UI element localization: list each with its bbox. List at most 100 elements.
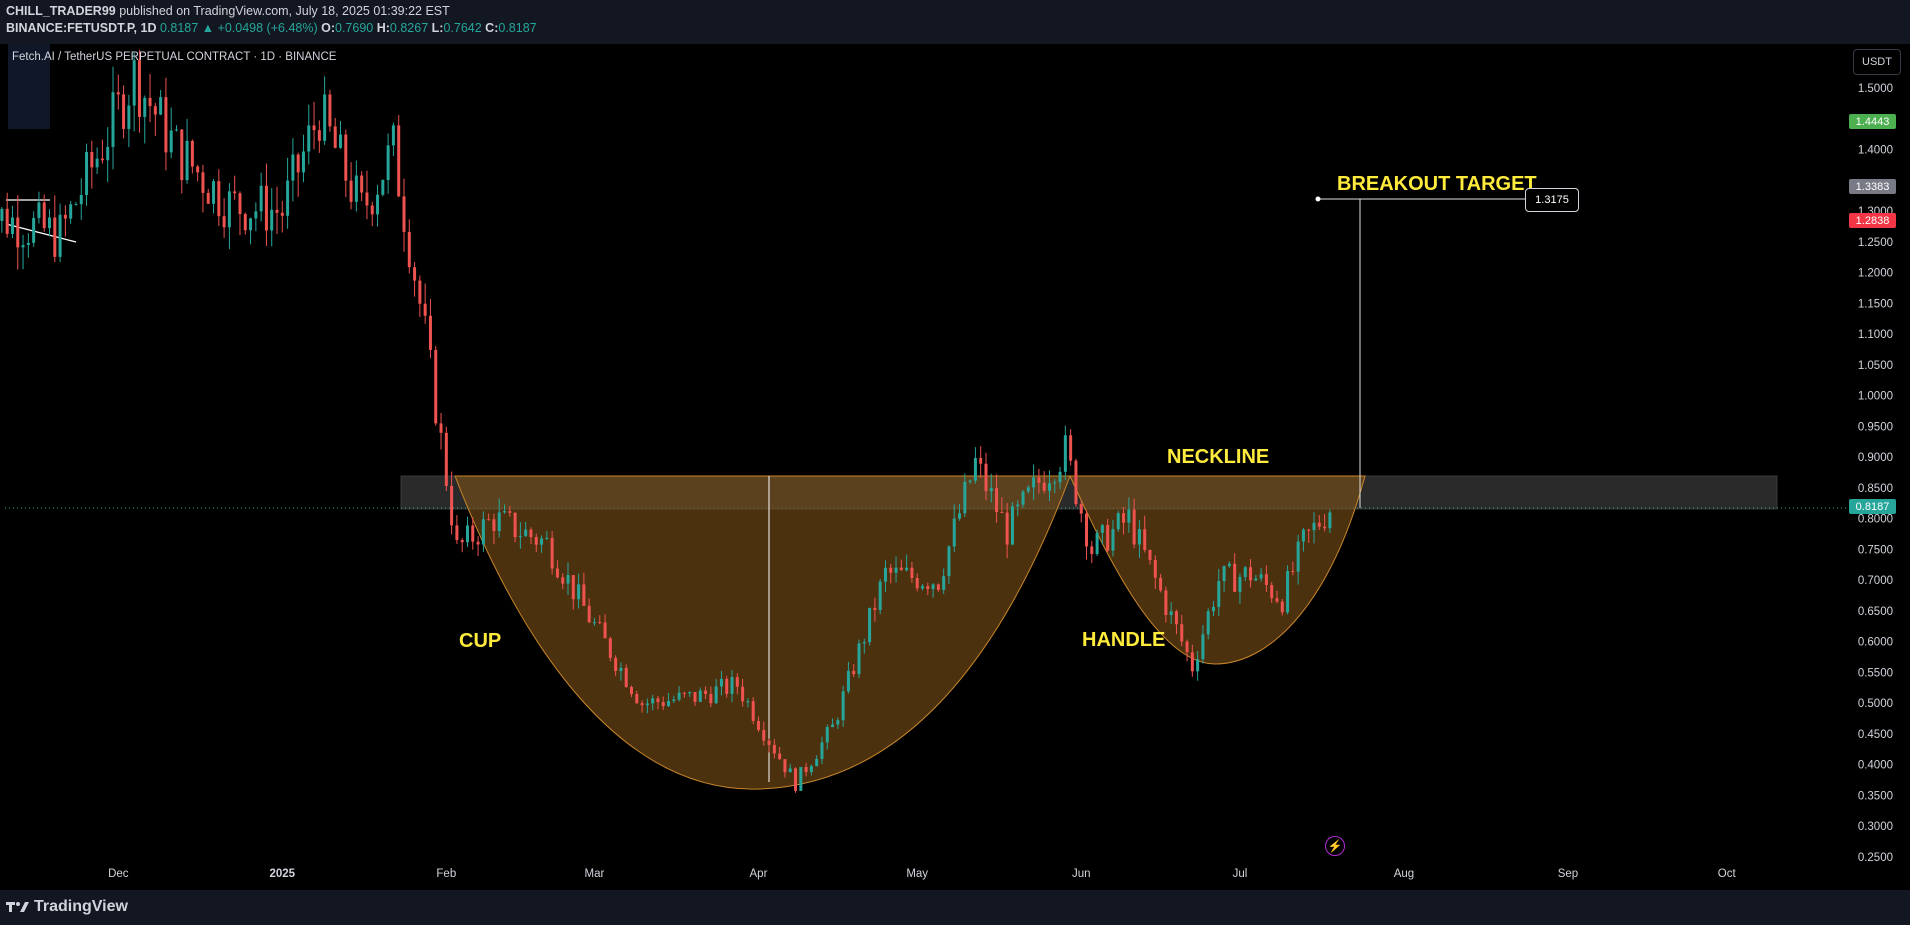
- candle-body: [508, 511, 512, 513]
- candle-body: [185, 140, 189, 181]
- y-tick-label: 0.9500: [1858, 421, 1893, 433]
- x-tick-label: Apr: [750, 868, 768, 880]
- candle-body: [630, 686, 634, 695]
- candle-body: [1286, 571, 1290, 613]
- candle-body: [905, 567, 909, 571]
- candle-body: [767, 740, 771, 745]
- candle-body: [640, 703, 644, 706]
- candle-body: [95, 158, 99, 168]
- candle-body: [1069, 435, 1073, 461]
- candle-body: [1005, 512, 1009, 545]
- price-axis[interactable]: 1.50001.40001.30001.25001.20001.15001.10…: [1858, 83, 1893, 864]
- breakout-target-anchor[interactable]: [1315, 196, 1321, 202]
- y-tick-label: 0.4500: [1858, 729, 1893, 741]
- candle-body: [10, 217, 14, 234]
- candle-body: [275, 209, 279, 213]
- candle-body: [439, 423, 443, 433]
- candle-body: [883, 567, 887, 582]
- candle-body: [513, 512, 517, 538]
- candle-body: [402, 196, 406, 232]
- time-axis[interactable]: Dec 2025 Feb Mar Apr May Jun Jul Aug Sep Oct: [108, 868, 1736, 880]
- candle-body: [868, 607, 872, 643]
- candle-body: [365, 192, 369, 206]
- candle-body: [762, 729, 766, 741]
- y-tick-label: 0.7000: [1858, 575, 1893, 587]
- candle-body: [661, 702, 665, 707]
- candle-body: [931, 584, 935, 589]
- up-triangle-icon: ▲: [201, 21, 215, 35]
- candle-body: [825, 727, 829, 743]
- candle-body: [48, 217, 52, 229]
- candle-body: [809, 766, 813, 773]
- candle-body: [190, 140, 194, 167]
- lightning-icon[interactable]: ⚡: [1325, 836, 1345, 856]
- candle-body: [693, 692, 697, 702]
- candle-body: [1111, 529, 1115, 551]
- y-tick-label: 0.9000: [1858, 452, 1893, 464]
- cup-shape[interactable]: [454, 475, 1071, 790]
- candle-body: [540, 538, 544, 545]
- candle-body: [360, 175, 364, 193]
- candle-body: [418, 280, 422, 304]
- candle-body: [894, 567, 898, 573]
- footer: TradingView: [0, 890, 1910, 925]
- candle-body: [1037, 477, 1041, 483]
- candle-body: [1254, 578, 1258, 581]
- candle-body: [1328, 512, 1332, 529]
- target-value-label[interactable]: 1.3175: [1525, 188, 1579, 212]
- candle-body: [534, 537, 538, 545]
- close-value: 0.8187: [498, 21, 537, 35]
- y-tick-label: 0.5000: [1858, 698, 1893, 710]
- candle-body: [381, 179, 385, 195]
- candle-body: [836, 720, 840, 725]
- candle-body: [862, 642, 866, 644]
- candle-body: [471, 525, 475, 542]
- candle-body: [656, 698, 660, 703]
- candle-body: [201, 172, 205, 193]
- candle-body: [815, 758, 819, 767]
- candle-body: [63, 214, 67, 219]
- candle-body: [719, 678, 723, 687]
- candle-body: [1174, 611, 1178, 625]
- candle-body: [1106, 525, 1110, 551]
- candle-body: [672, 699, 676, 701]
- candle-body: [1301, 529, 1305, 542]
- candle-body: [820, 742, 824, 759]
- low-value: 0.7642: [443, 21, 482, 35]
- candle-body: [169, 130, 173, 153]
- candle-body: [1137, 529, 1141, 545]
- tradingview-logo[interactable]: TradingView: [6, 898, 128, 916]
- candle-body: [1259, 574, 1263, 579]
- candle-body: [1127, 509, 1131, 523]
- x-tick-label: 2025: [270, 868, 296, 880]
- y-tick-label: 0.3500: [1858, 790, 1893, 802]
- cup-label[interactable]: CUP: [459, 630, 502, 652]
- neckline-label[interactable]: NECKLINE: [1167, 446, 1270, 468]
- currency-button[interactable]: USDT: [1853, 49, 1901, 75]
- candle-body: [550, 537, 554, 569]
- y-tick-label: 1.0000: [1858, 391, 1893, 403]
- author-name[interactable]: CHILL_TRADER99: [6, 4, 116, 18]
- candle-body: [349, 180, 353, 202]
- tradingview-mark-icon: [6, 902, 29, 912]
- candle-body: [413, 267, 417, 281]
- candle-body: [1227, 563, 1231, 567]
- y-tick-label: 1.1000: [1858, 329, 1893, 341]
- handle-shape[interactable]: [1069, 475, 1366, 665]
- y-tick-label: 1.0500: [1858, 360, 1893, 372]
- candle-body: [1000, 512, 1004, 514]
- candle-body: [598, 622, 602, 624]
- candle-body: [804, 767, 808, 773]
- candle-body: [756, 720, 760, 730]
- candle-body: [1079, 504, 1083, 514]
- price-chart[interactable]: 1.50001.40001.30001.25001.20001.15001.10…: [0, 44, 1910, 890]
- candle-body: [376, 194, 380, 215]
- candle-body: [1132, 509, 1136, 545]
- candle-body: [428, 315, 432, 350]
- handle-label[interactable]: HANDLE: [1082, 629, 1166, 651]
- candle-body: [1047, 483, 1051, 491]
- breakout-target-label[interactable]: BREAKOUT TARGET: [1337, 173, 1537, 195]
- candle-body: [307, 125, 311, 152]
- candle-body: [1233, 563, 1237, 592]
- candle-body: [450, 485, 454, 526]
